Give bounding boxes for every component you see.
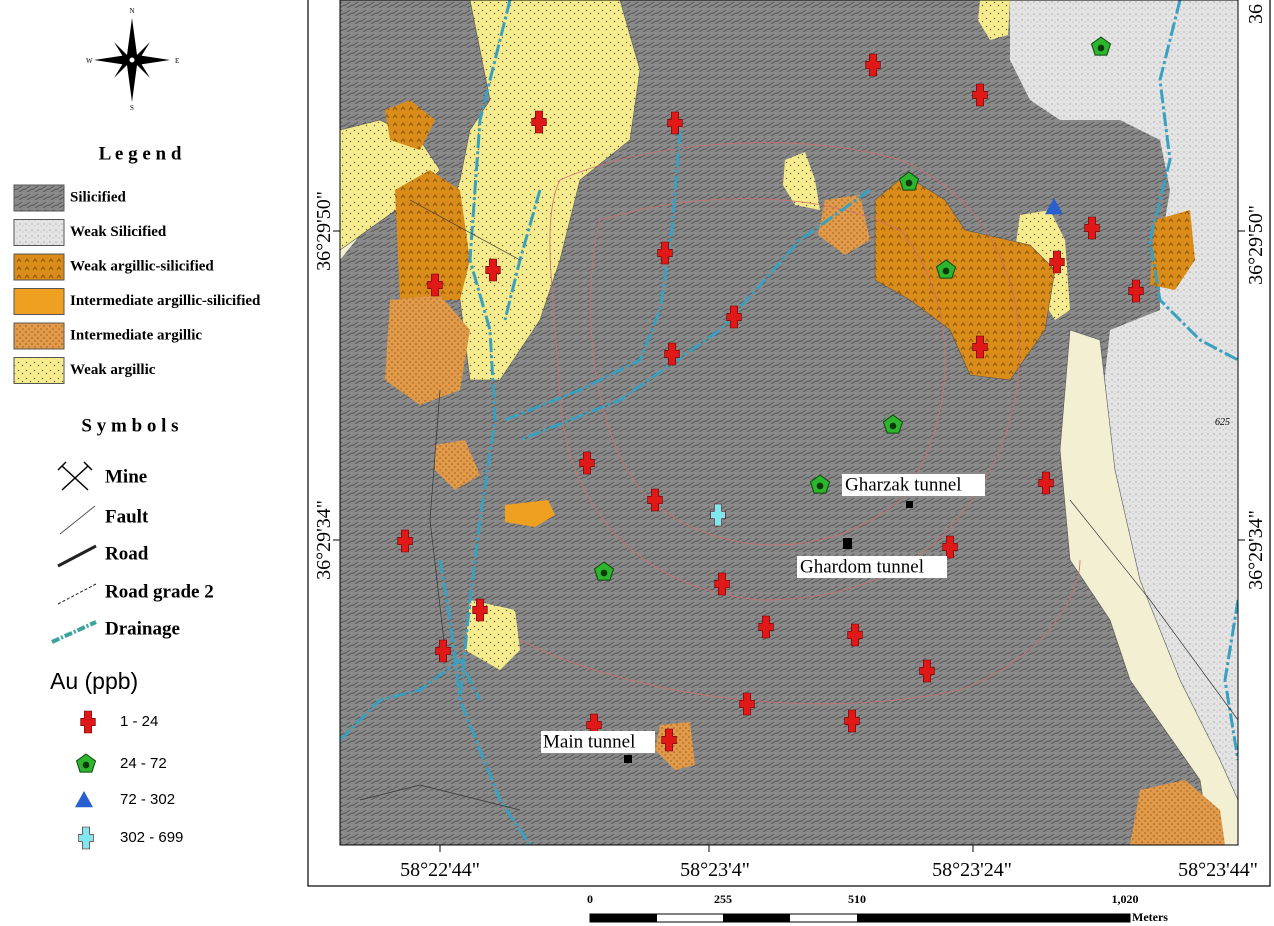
au-class-label: 1 - 24: [120, 713, 158, 730]
latitude-label: 36: [1245, 4, 1267, 24]
pentagon-center: [601, 570, 608, 577]
longitude-label: 58°23'44": [1178, 859, 1258, 881]
latitude-label: 36°29'50": [1245, 205, 1267, 285]
tunnel-icon: [843, 538, 852, 549]
tunnel-icon: [906, 501, 913, 508]
cross-marker: [79, 827, 94, 849]
compass-n: N: [129, 7, 134, 15]
au-legend: 1 - 24 24 - 72 72 - 302 302 - 699: [75, 711, 183, 849]
legend-label: Weak argillic: [70, 362, 156, 378]
symbol-label: Drainage: [105, 618, 180, 639]
pentagon-center: [817, 483, 824, 490]
pentagon-center: [1098, 45, 1105, 52]
legend-swatch: [14, 289, 64, 315]
legend-label: Silicified: [70, 189, 126, 205]
legend-swatch: [14, 254, 64, 280]
legend: Silicified Weak Silicified Weak argillic-s…: [14, 185, 261, 384]
symbol-icons: [52, 462, 96, 642]
latitude-label: 36°29'50": [313, 191, 335, 271]
cross-marker: [81, 711, 96, 733]
symbols-title: S y m b o l s: [81, 415, 178, 436]
longitude-label: 58°23'24": [932, 859, 1012, 881]
scale-unit: Meters: [1132, 910, 1168, 924]
map: 625 Gharzak tunnel Ghardom tunnel Main t…: [340, 0, 1238, 845]
latitude-label: 36°29'34": [1245, 510, 1267, 590]
contour-label: 625: [1215, 417, 1230, 428]
compass: N E S W: [86, 7, 179, 112]
tunnel-label: Main tunnel: [543, 731, 635, 752]
longitude-label: 58°23'4": [680, 859, 750, 881]
compass-s: S: [130, 104, 134, 112]
au-class-label: 24 - 72: [120, 755, 167, 772]
legend-label: Weak argillic-silicified: [70, 258, 214, 274]
au-class-label: 72 - 302: [120, 791, 175, 808]
latitude-label: 36°29'34": [313, 500, 335, 580]
longitude-label: 58°22'44": [400, 859, 480, 881]
legend-label: Intermediate argillic: [70, 327, 202, 343]
au-class-label: 302 - 699: [120, 829, 183, 846]
legend-label: Weak Silicified: [70, 224, 167, 240]
tunnel-icon: [624, 755, 632, 763]
triangle-marker: [75, 791, 93, 807]
scale-bar: 0 255 510 1,020 Meters: [587, 892, 1168, 924]
legend-swatch: [14, 358, 64, 384]
symbol-label: Mine: [105, 466, 147, 487]
pentagon-center: [943, 268, 950, 275]
scale-tick: 1,020: [1112, 892, 1139, 906]
pentagon-center: [906, 180, 913, 187]
scale-tick: 510: [848, 892, 866, 906]
compass-e: E: [175, 57, 179, 65]
scale-tick: 0: [587, 892, 593, 906]
scale-tick: 255: [714, 892, 732, 906]
tunnel-label: Ghardom tunnel: [800, 556, 924, 577]
legend-swatch: [14, 185, 64, 211]
au-title: Au (ppb): [50, 668, 138, 694]
symbol-label: Road grade 2: [105, 581, 214, 602]
pentagon-center: [83, 762, 90, 769]
tunnel-label: Gharzak tunnel: [845, 474, 962, 495]
page: N E S W L e g e n d Silicified Weak Silic…: [0, 0, 1274, 926]
compass-w: W: [86, 57, 93, 65]
legend-swatch: [14, 220, 64, 246]
legend-title: L e g e n d: [99, 143, 182, 164]
legend-swatch: [14, 323, 64, 349]
pentagon-center: [890, 423, 897, 430]
symbol-label: Fault: [105, 506, 149, 527]
legend-label: Intermediate argillic-silicified: [70, 293, 261, 309]
symbol-label: Road: [105, 543, 149, 564]
symbol-list: Mine Fault Road Road grade 2 Drainage: [105, 466, 214, 639]
